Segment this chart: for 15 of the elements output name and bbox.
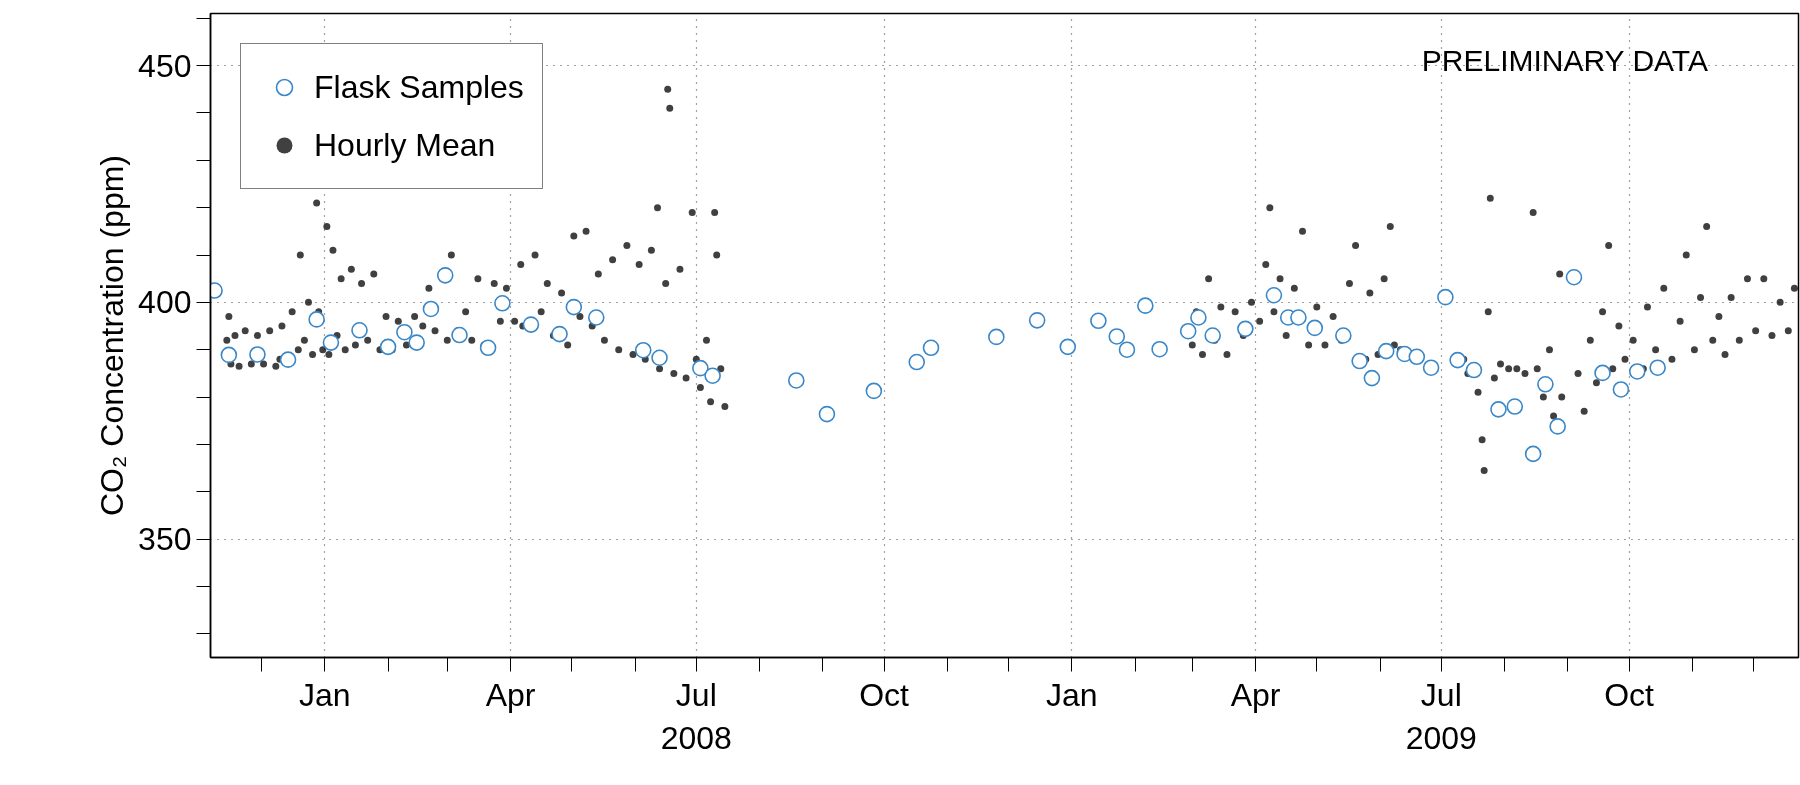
x-tick-label: Oct xyxy=(1604,676,1655,713)
annotation: PRELIMINARY DATA xyxy=(1421,43,1708,77)
y-tick-label: 350 xyxy=(138,521,192,558)
legend-label: Hourly Mean xyxy=(314,125,496,165)
x-tick-label: Jan xyxy=(1046,676,1098,713)
x-tick-label: Jan xyxy=(299,676,351,713)
x-tick-label: Apr xyxy=(1230,676,1281,713)
y-tick-label: 450 xyxy=(138,47,192,84)
x-tick-label: Apr xyxy=(485,676,536,713)
y-axis-title: CO₂ Concentration (ppm) xyxy=(94,155,131,516)
legend-label: Flask Samples xyxy=(314,67,524,107)
x-tick-label: Oct xyxy=(859,676,910,713)
y-tick-label: 400 xyxy=(138,284,192,321)
x-tick-label: Jul 2009 xyxy=(1405,676,1477,756)
x-tick-label: Jul 2008 xyxy=(660,676,732,756)
